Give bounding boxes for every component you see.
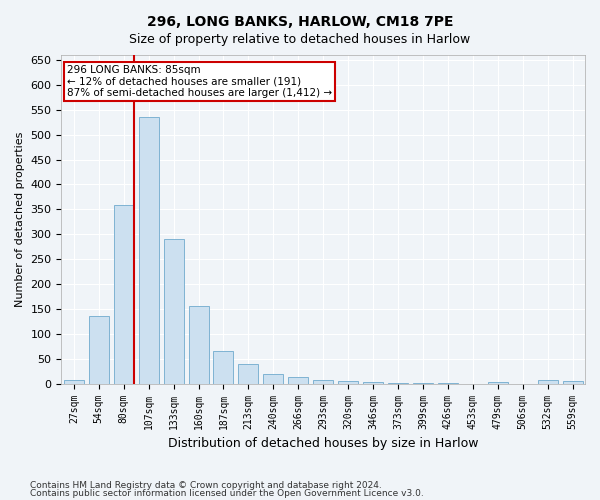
Bar bbox=[89, 316, 109, 384]
Text: 296 LONG BANKS: 85sqm
← 12% of detached houses are smaller (191)
87% of semi-det: 296 LONG BANKS: 85sqm ← 12% of detached … bbox=[67, 65, 332, 98]
Text: Contains HM Land Registry data © Crown copyright and database right 2024.: Contains HM Land Registry data © Crown c… bbox=[30, 481, 382, 490]
X-axis label: Distribution of detached houses by size in Harlow: Distribution of detached houses by size … bbox=[168, 437, 478, 450]
Text: 296, LONG BANKS, HARLOW, CM18 7PE: 296, LONG BANKS, HARLOW, CM18 7PE bbox=[147, 15, 453, 29]
Bar bbox=[214, 352, 233, 384]
Bar bbox=[538, 380, 557, 384]
Bar bbox=[64, 380, 84, 384]
Bar bbox=[164, 240, 184, 384]
Text: Size of property relative to detached houses in Harlow: Size of property relative to detached ho… bbox=[130, 32, 470, 46]
Bar bbox=[363, 382, 383, 384]
Bar bbox=[563, 381, 583, 384]
Bar bbox=[114, 206, 134, 384]
Y-axis label: Number of detached properties: Number of detached properties bbox=[15, 132, 25, 307]
Bar bbox=[188, 306, 209, 384]
Bar bbox=[488, 382, 508, 384]
Bar bbox=[388, 382, 408, 384]
Bar bbox=[263, 374, 283, 384]
Bar bbox=[238, 364, 259, 384]
Bar bbox=[139, 118, 158, 384]
Bar bbox=[338, 381, 358, 384]
Bar bbox=[313, 380, 333, 384]
Bar bbox=[288, 377, 308, 384]
Text: Contains public sector information licensed under the Open Government Licence v3: Contains public sector information licen… bbox=[30, 488, 424, 498]
